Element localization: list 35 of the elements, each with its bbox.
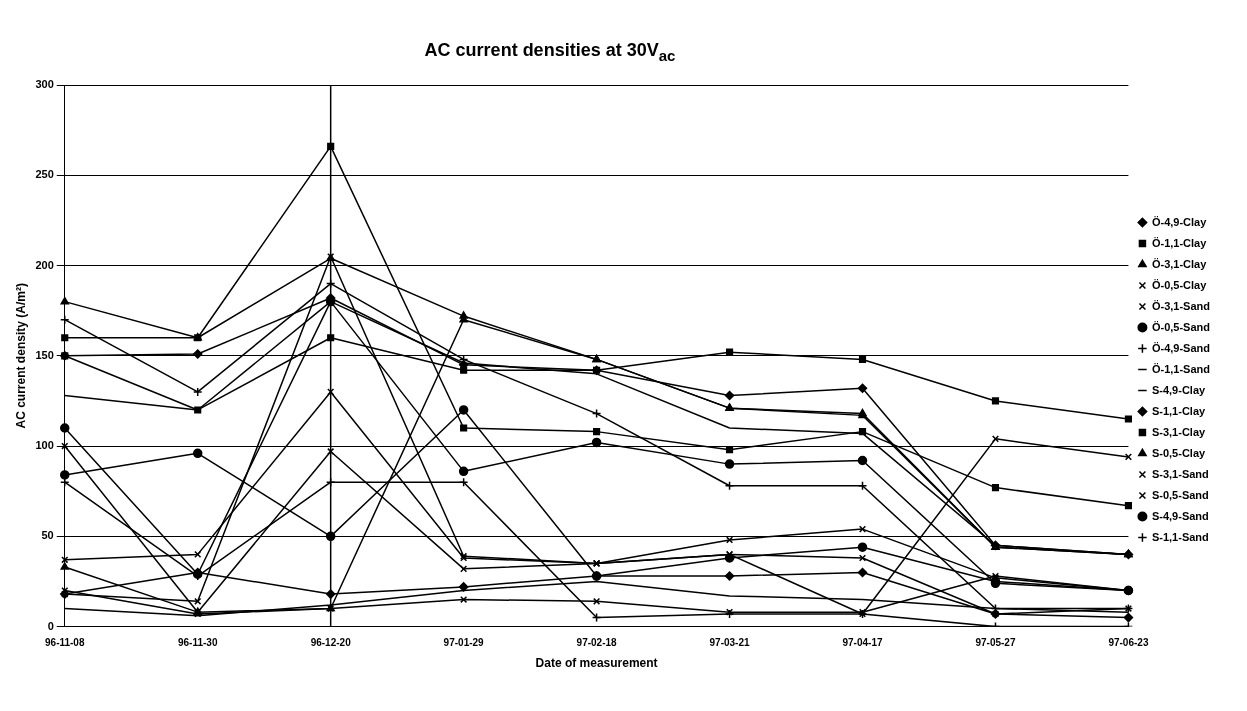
x-axis-title: Date of measurement bbox=[535, 656, 658, 671]
chart-title: AC current densities at 30V$_{ac}$ bbox=[423, 40, 677, 64]
legend-label: Ö-1,1-Clay bbox=[1151, 236, 1208, 249]
x-tick-label: 96-11-08 bbox=[45, 637, 85, 649]
legend-label: S-4,9-Sand bbox=[1151, 509, 1209, 522]
legend-label: Ö-4,9-Clay bbox=[1151, 215, 1208, 228]
legend-label: S-0,5-Clay bbox=[1151, 446, 1207, 459]
x-tick-label: 96-12-20 bbox=[310, 637, 352, 649]
legend-label: Ö-3,1-Sand bbox=[1151, 299, 1211, 312]
legend-label: S-1,1-Sand bbox=[1151, 530, 1209, 543]
legend-label: Ö-4,9-Sand bbox=[1151, 341, 1211, 354]
x-tick-label: 96-11-30 bbox=[177, 637, 218, 649]
y-tick-label: 0 bbox=[47, 619, 54, 632]
y-tick-label: 50 bbox=[41, 529, 54, 542]
x-tick-label: 97-02-18 bbox=[576, 637, 618, 649]
y-tick-label: 100 bbox=[35, 439, 54, 452]
legend-label: S-4,9-Clay bbox=[1151, 383, 1207, 396]
legend-label: Ö-0,5-Sand bbox=[1151, 320, 1211, 333]
legend-label: S-3,1-Clay bbox=[1151, 425, 1207, 438]
x-tick-label: 97-03-21 bbox=[709, 637, 751, 649]
y-tick-label: 300 bbox=[35, 78, 54, 91]
y-tick-label: 250 bbox=[35, 168, 54, 181]
y-tick-label: 150 bbox=[35, 348, 54, 361]
y-axis-title: AC current density (A/m²) bbox=[13, 283, 28, 429]
legend-label: Ö-0,5-Clay bbox=[1151, 278, 1208, 291]
x-tick-label: 97-05-27 bbox=[975, 637, 1016, 649]
x-tick-label: 97-06-23 bbox=[1108, 637, 1149, 649]
legend-label: Ö-1,1-Sand bbox=[1151, 362, 1211, 375]
legend-label: S-0,5-Sand bbox=[1151, 488, 1209, 501]
x-tick-label: 97-04-17 bbox=[842, 637, 883, 649]
legend-label: S-3,1-Sand bbox=[1151, 467, 1209, 480]
legend-label: S-1,1-Clay bbox=[1151, 404, 1207, 417]
x-tick-label: 97-01-29 bbox=[443, 637, 485, 649]
legend-label: Ö-3,1-Clay bbox=[1151, 257, 1208, 270]
y-tick-label: 200 bbox=[35, 258, 54, 271]
